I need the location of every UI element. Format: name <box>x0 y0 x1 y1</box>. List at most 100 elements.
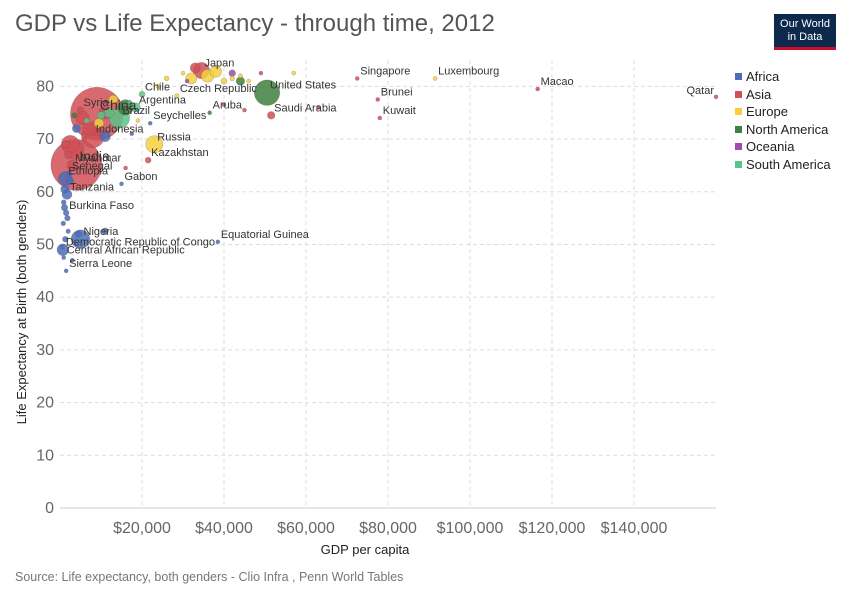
data-point[interactable] <box>145 135 164 154</box>
data-point[interactable] <box>61 255 66 260</box>
data-point[interactable] <box>228 69 236 77</box>
point-label: Qatar <box>686 85 714 97</box>
data-point[interactable] <box>99 130 111 142</box>
y-axis-title: Life Expectancy at Birth (both genders) <box>14 200 29 425</box>
data-point[interactable] <box>71 124 81 133</box>
data-point[interactable] <box>267 111 276 120</box>
data-point[interactable] <box>74 230 82 238</box>
legend-label: South America <box>746 156 831 172</box>
data-point[interactable] <box>61 140 71 149</box>
data-point[interactable] <box>115 126 120 131</box>
data-point[interactable] <box>71 112 78 119</box>
data-point[interactable] <box>96 111 106 120</box>
data-point[interactable] <box>63 268 69 274</box>
data-point[interactable] <box>60 220 66 227</box>
data-point[interactable] <box>60 184 70 194</box>
legend-item[interactable]: South America <box>735 156 831 174</box>
data-point[interactable] <box>377 115 383 121</box>
data-point[interactable] <box>83 117 90 124</box>
data-point[interactable] <box>69 257 75 263</box>
data-point[interactable] <box>59 244 65 250</box>
data-point[interactable] <box>432 76 438 81</box>
data-point[interactable] <box>375 97 381 102</box>
data-point[interactable] <box>242 107 247 113</box>
data-point[interactable] <box>155 83 161 89</box>
data-point[interactable] <box>221 102 227 108</box>
data-point[interactable] <box>129 131 135 137</box>
data-point[interactable] <box>209 65 222 78</box>
data-point[interactable] <box>291 70 297 76</box>
data-point[interactable] <box>138 90 146 98</box>
point-label: Luxembourg <box>438 65 499 77</box>
data-point[interactable] <box>64 150 73 159</box>
y-tick-label: 10 <box>36 447 54 464</box>
data-point[interactable] <box>246 78 251 84</box>
chart-title: GDP vs Life Expectancy - through time, 2… <box>15 10 495 37</box>
data-point[interactable] <box>144 156 152 164</box>
data-point[interactable] <box>220 77 228 85</box>
data-point[interactable] <box>108 94 119 105</box>
legend-item[interactable]: Oceania <box>735 138 831 156</box>
point-label: Tanzania <box>70 181 115 193</box>
point-label: Czech Republic <box>180 83 258 95</box>
legend-item[interactable]: North America <box>735 121 831 139</box>
point-label: Equatorial Guinea <box>221 229 310 241</box>
data-point[interactable] <box>135 118 141 123</box>
legend-item[interactable]: Europe <box>735 103 831 121</box>
legend-item[interactable]: Africa <box>735 68 831 86</box>
data-point[interactable] <box>237 73 243 79</box>
data-point[interactable] <box>229 75 235 82</box>
x-tick-label: $60,000 <box>277 520 335 537</box>
y-axis-ticks: 0 10 20 30 40 50 60 70 80 <box>36 78 54 517</box>
data-point[interactable] <box>64 215 71 222</box>
y-tick-label: 40 <box>36 289 54 306</box>
data-point[interactable] <box>713 94 719 100</box>
data-point[interactable] <box>354 76 360 81</box>
y-tick-label: 50 <box>36 236 54 253</box>
data-point[interactable] <box>147 120 153 126</box>
data-point[interactable] <box>130 102 141 113</box>
point-label: Senegal <box>72 160 112 172</box>
point-label: Argentina <box>139 94 187 106</box>
data-point[interactable] <box>315 105 321 110</box>
data-point[interactable] <box>66 159 78 171</box>
y-tick-label: 80 <box>36 78 54 95</box>
x-axis-ticks: $20,000 $40,000 $60,000 $80,000 $100,000 $120… <box>113 520 667 537</box>
data-point[interactable] <box>127 99 132 105</box>
x-tick-label: $140,000 <box>601 520 668 537</box>
point-label: Brazil <box>122 105 150 117</box>
point-label: United States <box>270 80 337 92</box>
data-point[interactable] <box>189 62 201 74</box>
data-point[interactable] <box>119 181 124 187</box>
owid-logo[interactable]: Our World in Data <box>774 14 836 50</box>
data-point[interactable] <box>76 106 85 114</box>
legend-label: Europe <box>746 104 788 120</box>
data-point[interactable] <box>56 243 70 256</box>
data-point[interactable] <box>62 236 69 243</box>
point-label: Central African Republic <box>67 245 186 257</box>
data-point[interactable] <box>184 78 190 84</box>
point-label: Aruba <box>213 100 243 112</box>
point-label: Nigeria <box>84 226 120 238</box>
legend-label: North America <box>746 121 829 137</box>
data-point[interactable] <box>66 170 72 177</box>
data-point[interactable] <box>174 93 180 99</box>
data-point[interactable] <box>123 165 128 171</box>
data-point[interactable] <box>103 107 115 118</box>
data-point[interactable] <box>60 199 67 206</box>
data-point[interactable] <box>65 228 71 234</box>
data-point[interactable] <box>82 121 96 136</box>
legend-item[interactable]: Asia <box>735 86 831 104</box>
data-point[interactable] <box>258 70 264 76</box>
grid-lines <box>60 60 716 509</box>
data-point[interactable] <box>207 110 212 116</box>
y-tick-label: 70 <box>36 131 54 148</box>
data-point[interactable] <box>535 86 540 92</box>
data-point[interactable] <box>163 75 170 82</box>
data-point[interactable] <box>101 227 109 235</box>
data-point[interactable] <box>66 177 75 186</box>
data-point[interactable] <box>180 70 186 76</box>
data-point[interactable] <box>215 239 221 245</box>
data-point[interactable] <box>82 136 88 142</box>
data-point[interactable] <box>253 79 281 106</box>
